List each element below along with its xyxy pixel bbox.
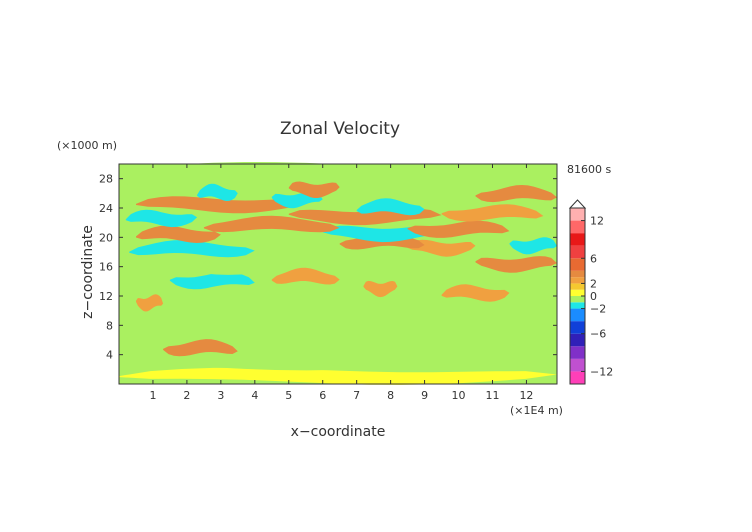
y-axis-ticks: 4 8 12 16 20 24 28 [99, 173, 557, 362]
colorbar-tick-label: −6 [590, 328, 606, 341]
contour-band [119, 316, 557, 334]
colorbar-swatch [570, 308, 585, 322]
x-axis-label: x−coordinate [291, 424, 386, 440]
contour-band [288, 181, 340, 198]
colorbar-swatch [570, 208, 585, 221]
contour-band [407, 239, 476, 257]
colorbar-swatch [570, 289, 585, 296]
x-tick-label: 12 [519, 389, 533, 402]
contour-band [441, 284, 510, 302]
contour-band [129, 240, 255, 258]
contour-band [197, 183, 238, 201]
y-tick-label: 20 [99, 231, 113, 244]
x-tick-label: 9 [421, 389, 428, 402]
contour-band [125, 209, 198, 228]
colorbar-swatch [570, 321, 585, 334]
contour-band [136, 294, 164, 312]
colorbar-swatch [570, 258, 585, 271]
x-tick-label: 10 [452, 389, 466, 402]
contour-band [163, 339, 238, 357]
contour-band [407, 220, 510, 238]
colorbar: 12 6 20−2 −6 −12 [568, 199, 613, 385]
x-tick-label: 1 [149, 389, 156, 402]
y-tick-label: 24 [99, 202, 113, 215]
contour-band [119, 257, 289, 275]
x-axis-ticks: 1 2 3 4 5 6 7 8 9 10 11 12 [149, 164, 533, 402]
colorbar-tick-label: −12 [590, 365, 613, 378]
y-unit-label: (×1000 m) [57, 139, 117, 152]
colorbar-swatch [570, 333, 585, 347]
y-tick-label: 4 [106, 349, 113, 362]
colorbar-tick-label: 12 [590, 215, 604, 228]
colorbar-swatch [570, 220, 585, 234]
colorbar-swatch [570, 302, 585, 309]
contour-band [305, 334, 408, 352]
colorbar-tick-label: 2 [590, 277, 597, 290]
x-tick-label: 5 [285, 389, 292, 402]
colorbar-swatch [570, 296, 585, 303]
x-tick-label: 2 [183, 389, 190, 402]
x-tick-label: 7 [353, 389, 360, 402]
contour-band [356, 198, 425, 216]
x-tick-label: 4 [251, 389, 258, 402]
chart-title: Zonal Velocity [280, 119, 400, 139]
colorbar-swatch [570, 270, 585, 278]
contour-bands [119, 162, 557, 385]
x-tick-label: 6 [319, 389, 326, 402]
colorbar-tick-label: 6 [590, 252, 597, 265]
colorbar-swatch [570, 346, 585, 359]
colorbar-overflow-arrow [568, 199, 587, 209]
plot-field [118, 162, 558, 385]
colorbar-tick-label: −2 [590, 303, 606, 316]
contour-band [346, 176, 408, 195]
colorbar-swatch [570, 358, 585, 372]
y-tick-label: 8 [106, 319, 113, 332]
colorbar-swatch [570, 371, 585, 384]
colorbar-tick-label: 0 [590, 290, 597, 303]
contour-band [119, 367, 557, 385]
y-tick-label: 12 [99, 290, 113, 303]
colorbar-swatch [570, 277, 585, 284]
x-tick-label: 3 [217, 389, 224, 402]
x-tick-label: 11 [485, 389, 499, 402]
colorbar-swatch [570, 245, 585, 259]
contour-band [475, 256, 557, 273]
contour-band [509, 237, 557, 255]
x-unit-label: (×1E4 m) [510, 404, 563, 417]
contour-band [363, 280, 398, 298]
plot-frame [118, 163, 558, 385]
contour-band [441, 204, 544, 222]
contour-band [475, 185, 557, 203]
contour-band [203, 215, 340, 233]
y-axis-label: z−coordinate [80, 225, 96, 319]
contour-band [254, 246, 425, 264]
time-label: 81600 s [567, 163, 611, 176]
y-tick-label: 28 [99, 173, 113, 186]
colorbar-swatch [570, 233, 585, 246]
contour-band [169, 271, 255, 290]
contour-band [136, 196, 306, 214]
contour-band [119, 353, 557, 371]
contour-band [119, 162, 557, 180]
colorbar-swatch [570, 283, 585, 290]
y-tick-label: 16 [99, 261, 113, 274]
contour-band [136, 225, 221, 243]
contour-band [271, 267, 340, 285]
x-tick-label: 8 [387, 389, 394, 402]
